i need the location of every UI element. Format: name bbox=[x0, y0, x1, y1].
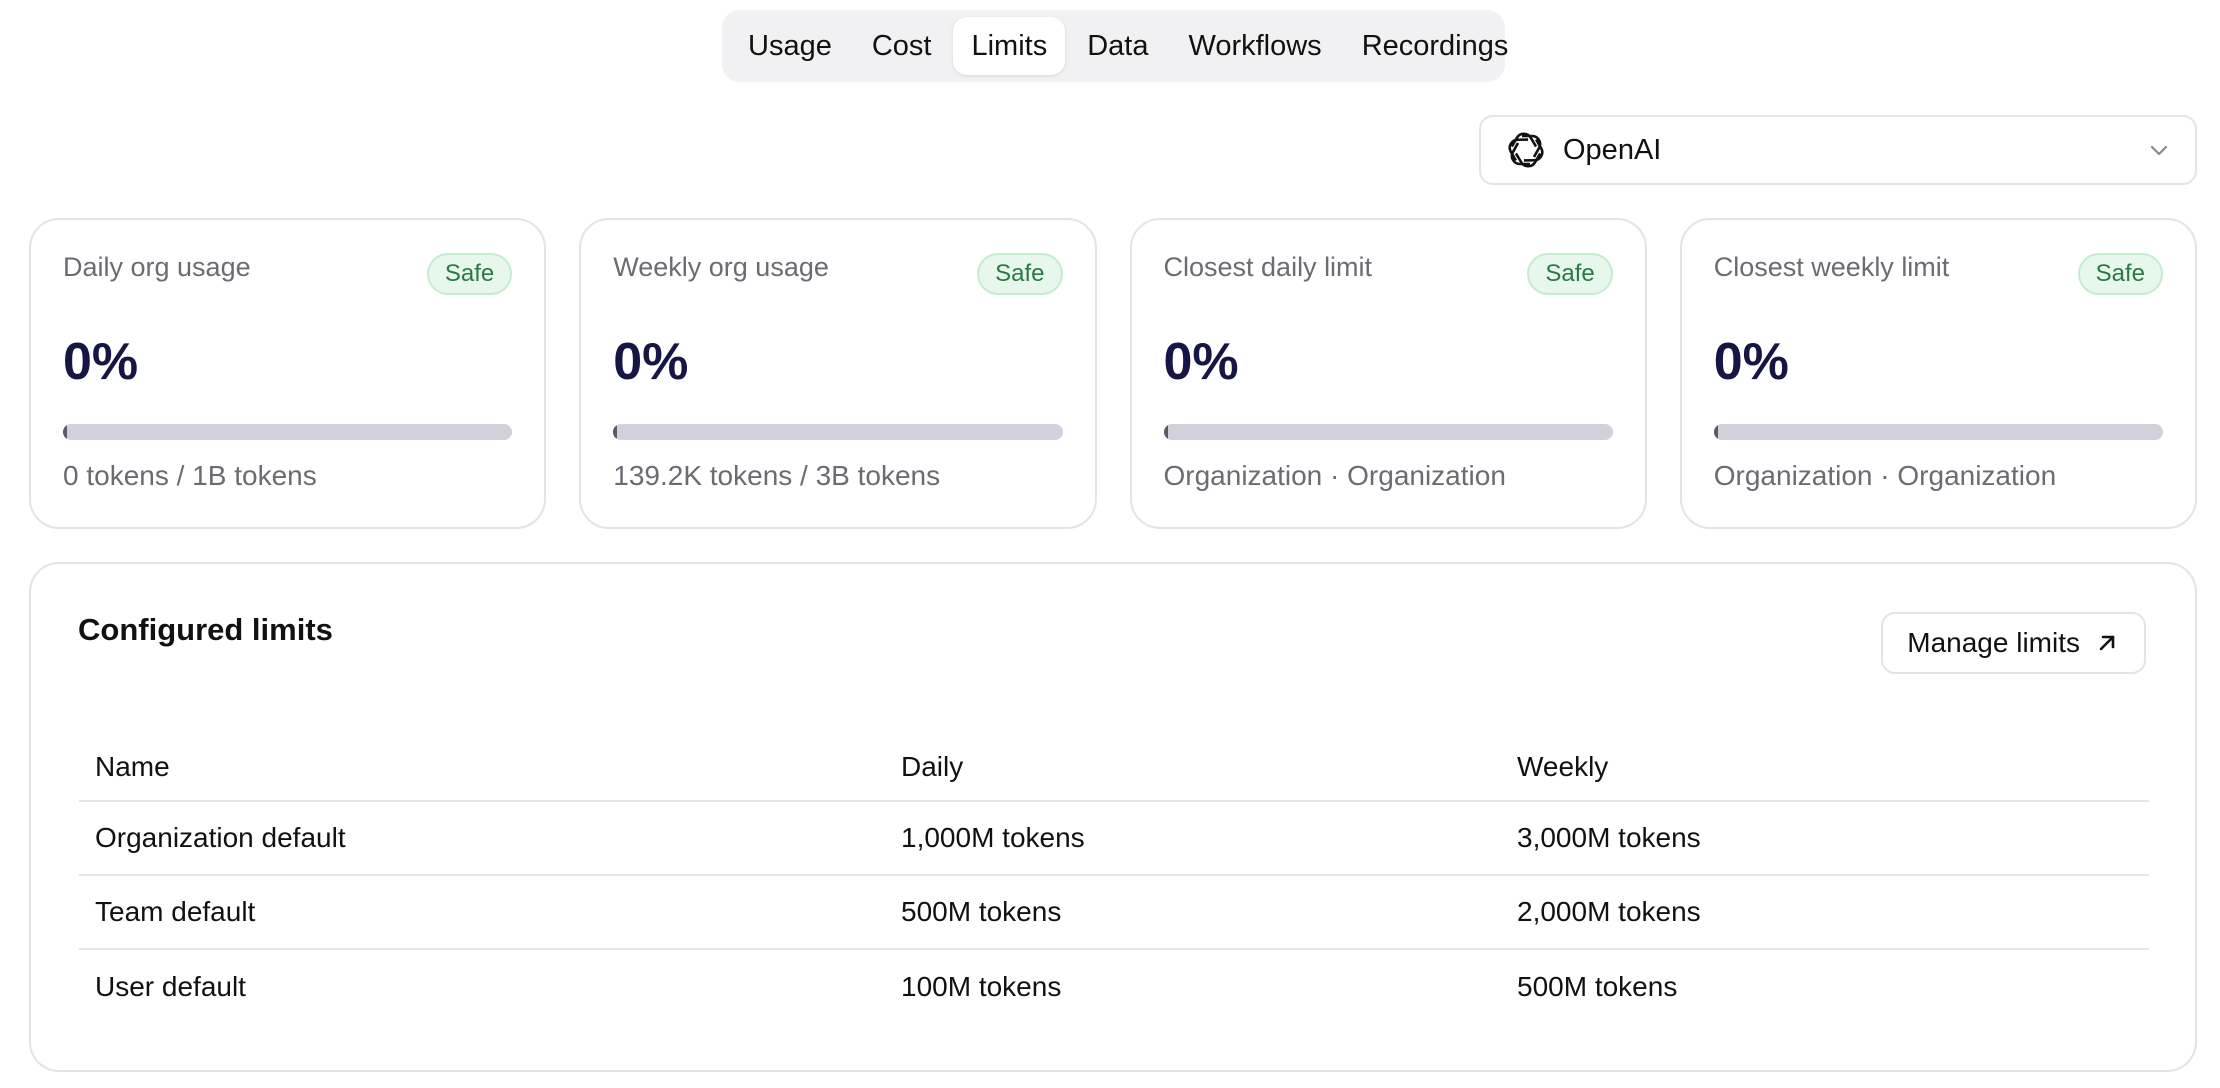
cell-name: User default bbox=[95, 971, 246, 1002]
tab-usage[interactable]: Usage bbox=[748, 29, 832, 62]
usage-percent: 0% bbox=[613, 333, 689, 391]
arrow-up-right-icon bbox=[2094, 630, 2120, 656]
usage-caption: Organization · Organization bbox=[1163, 460, 1506, 491]
usage-caption: Organization · Organization bbox=[1713, 460, 2057, 491]
status-badge: Safe bbox=[2077, 253, 2163, 295]
cell-name: Organization default bbox=[95, 822, 346, 853]
tab-bar: Usage Cost Limits Data Workflows Recordi… bbox=[722, 10, 1508, 82]
card-daily-org-usage: Daily org usage Safe 0% 0 tokens / 1B to… bbox=[29, 218, 547, 529]
table-header-row: Name Daily Weekly bbox=[79, 734, 2149, 802]
cell-weekly: 2,000M tokens bbox=[1517, 896, 1701, 927]
usage-percent: 0% bbox=[1713, 333, 1789, 391]
cell-weekly: 500M tokens bbox=[1517, 971, 1678, 1002]
column-header-weekly: Weekly bbox=[1517, 751, 1609, 782]
tab-workflows[interactable]: Workflows bbox=[1188, 29, 1322, 62]
card-title: Closest weekly limit bbox=[1713, 252, 1950, 282]
tab-cost[interactable]: Cost bbox=[871, 29, 932, 62]
usage-caption: 0 tokens / 1B tokens bbox=[63, 460, 317, 491]
card-title: Daily org usage bbox=[63, 252, 251, 282]
tab-limits[interactable]: Limits bbox=[953, 17, 1066, 75]
card-title: Closest daily limit bbox=[1163, 252, 1373, 282]
tab-recordings[interactable]: Recordings bbox=[1361, 29, 1509, 62]
progress-bar bbox=[1713, 424, 2163, 440]
manage-limits-button[interactable]: Manage limits bbox=[1881, 612, 2146, 674]
table-row: Organization default 1,000M tokens 3,000… bbox=[79, 802, 2149, 876]
progress-bar bbox=[63, 424, 513, 440]
usage-cards: Daily org usage Safe 0% 0 tokens / 1B to… bbox=[29, 218, 2197, 529]
card-title: Weekly org usage bbox=[613, 252, 829, 282]
cell-daily: 1,000M tokens bbox=[901, 822, 1085, 853]
configured-limits-panel: Configured limits Manage limits Name Dai… bbox=[29, 562, 2197, 1072]
provider-select[interactable]: OpenAI bbox=[1479, 115, 2197, 185]
progress-bar bbox=[1163, 424, 1613, 440]
cell-daily: 500M tokens bbox=[901, 896, 1062, 927]
cell-daily: 100M tokens bbox=[901, 971, 1062, 1002]
usage-percent: 0% bbox=[1163, 333, 1239, 391]
status-badge: Safe bbox=[426, 253, 513, 295]
cell-weekly: 3,000M tokens bbox=[1517, 822, 1701, 853]
progress-bar bbox=[613, 424, 1063, 440]
table-row: User default 100M tokens 500M tokens bbox=[79, 950, 2149, 1024]
section-heading: Configured limits bbox=[78, 612, 333, 647]
card-closest-weekly-limit: Closest weekly limit Safe 0% Organizatio… bbox=[1679, 218, 2197, 529]
status-badge: Safe bbox=[977, 253, 1063, 295]
column-header-daily: Daily bbox=[901, 751, 964, 782]
chevron-down-icon bbox=[2147, 138, 2171, 162]
card-closest-daily-limit: Closest daily limit Safe 0% Organization… bbox=[1129, 218, 1647, 529]
status-badge: Safe bbox=[1527, 253, 1613, 295]
table-row: Team default 500M tokens 2,000M tokens bbox=[79, 876, 2149, 950]
usage-caption: 139.2K tokens / 3B tokens bbox=[613, 460, 941, 491]
tab-data[interactable]: Data bbox=[1087, 29, 1149, 62]
openai-logo-icon bbox=[1505, 129, 1547, 171]
cell-name: Team default bbox=[95, 896, 256, 927]
limits-table: Name Daily Weekly Organization default 1… bbox=[79, 734, 2149, 1024]
usage-percent: 0% bbox=[63, 333, 139, 391]
card-weekly-org-usage: Weekly org usage Safe 0% 139.2K tokens /… bbox=[579, 218, 1097, 529]
manage-limits-label: Manage limits bbox=[1907, 627, 2080, 658]
provider-select-label: OpenAI bbox=[1563, 133, 1662, 166]
column-header-name: Name bbox=[95, 751, 170, 782]
